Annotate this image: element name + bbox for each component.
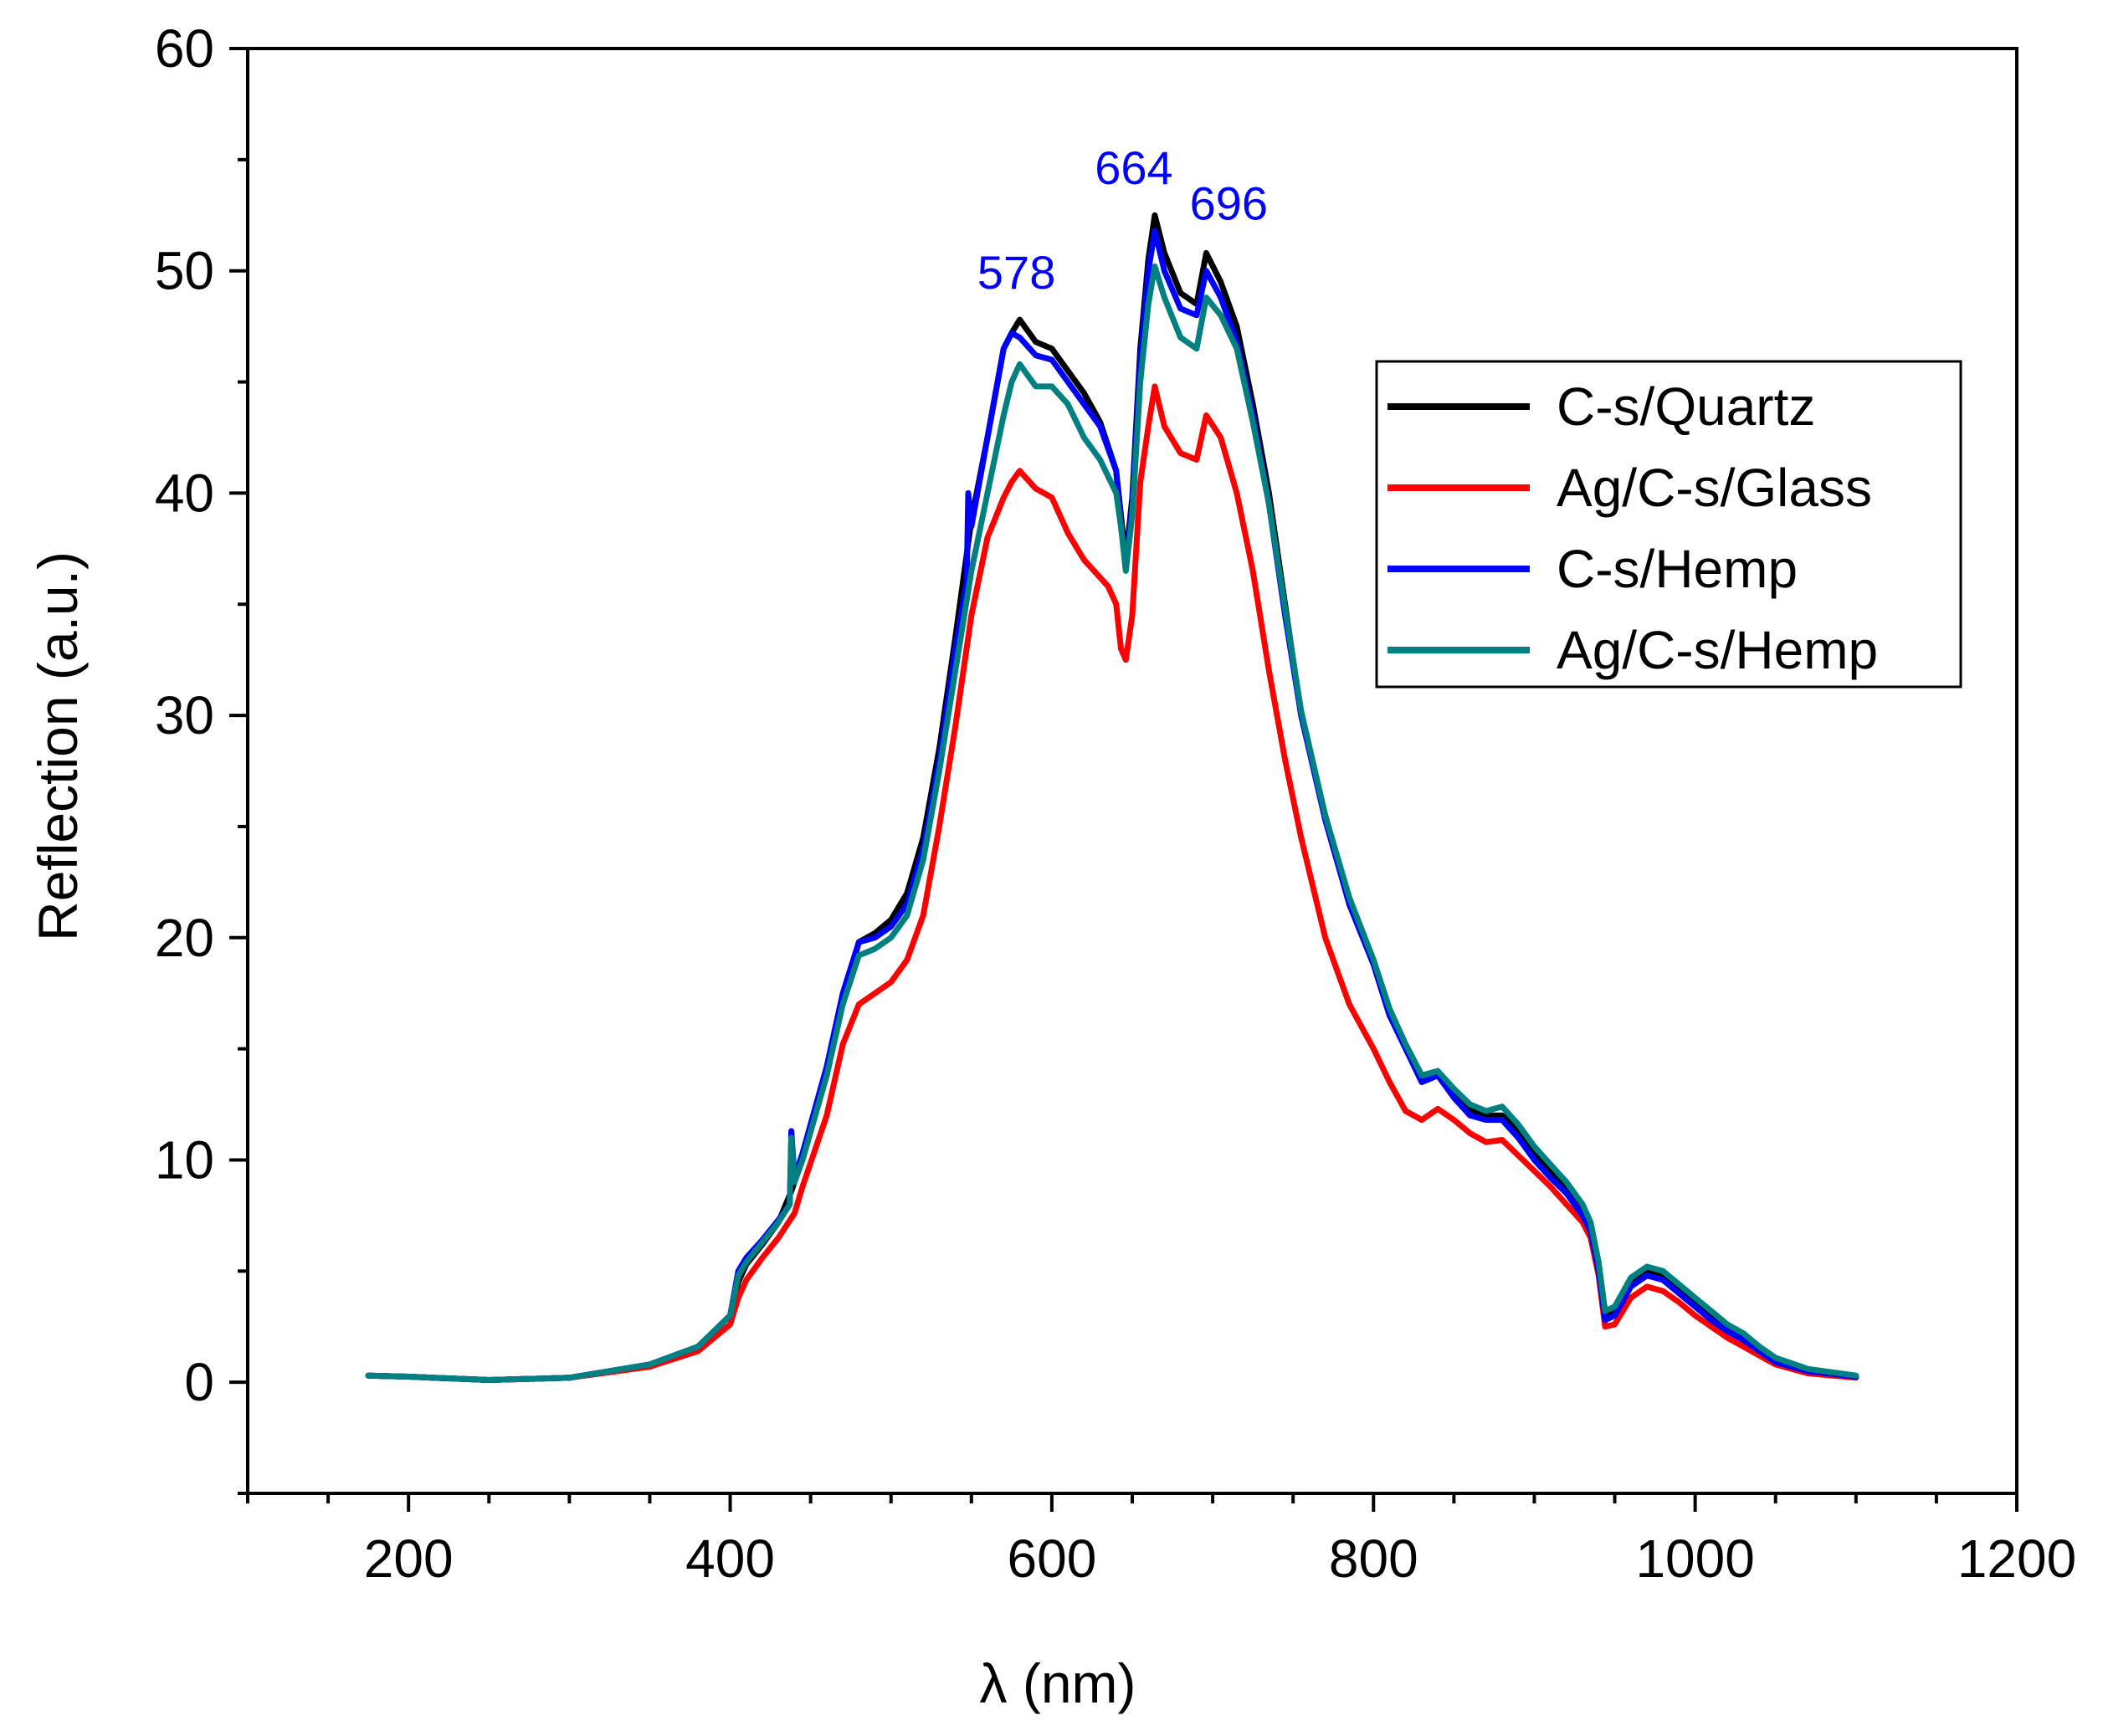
y-tick-label: 20 — [155, 908, 214, 968]
plot-frame — [246, 47, 2018, 1495]
legend-box — [1375, 360, 1962, 689]
y-tick-label: 0 — [184, 1352, 214, 1412]
peak-label: 578 — [977, 246, 1055, 299]
y-axis-ticks: 0 10 20 30 40 50 60 — [155, 18, 248, 1412]
y-tick-label: 40 — [155, 463, 214, 523]
y-tick-label: 60 — [155, 18, 214, 79]
x-tick-label: 800 — [1329, 1529, 1418, 1589]
x-axis-title: λ (nm) — [980, 1652, 1136, 1714]
y-tick-label: 10 — [155, 1129, 214, 1190]
minor-ticks — [238, 157, 1938, 1503]
x-tick-label: 1000 — [1635, 1529, 1754, 1589]
x-tick-label: 400 — [685, 1529, 775, 1589]
x-tick-label: 600 — [1008, 1529, 1097, 1589]
legend-label: Ag/C-s/Hemp — [1557, 620, 1878, 680]
x-axis-ticks: 200 400 600 800 1000 1200 — [364, 1493, 2076, 1589]
x-tick-label: 200 — [364, 1529, 454, 1589]
legend: C-s/Quartz Ag/C-s/Glass C-s/Hemp Ag/C-s/Hem… — [1375, 360, 1962, 689]
y-tick-label: 30 — [155, 685, 214, 745]
y-tick-label: 50 — [155, 241, 214, 301]
legend-label: C-s/Quartz — [1557, 376, 1815, 437]
legend-label: Ag/C-s/Glass — [1557, 458, 1872, 518]
peak-label: 664 — [1095, 141, 1172, 194]
series-layer — [365, 212, 1859, 1383]
y-axis-title: Reflection (a.u.) — [27, 551, 89, 941]
peak-label: 696 — [1190, 177, 1268, 230]
series-line-ag-c-s-hemp — [365, 263, 1859, 1383]
x-tick-label: 1200 — [1957, 1529, 2076, 1589]
legend-label: C-s/Hemp — [1557, 539, 1798, 599]
peak-annotations: 578 664 696 — [977, 141, 1268, 299]
